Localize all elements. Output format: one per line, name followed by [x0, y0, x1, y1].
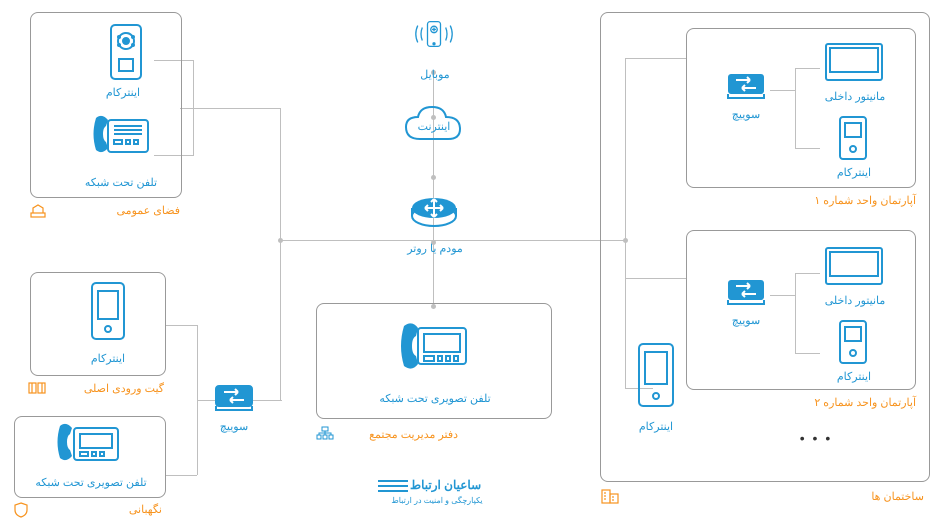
intercom-label-2: اینترکام	[80, 352, 136, 365]
router-icon	[408, 192, 460, 232]
intercom-label-apt1: اینترکام	[826, 166, 882, 179]
buildings-section-label: ساختمان ها	[624, 490, 924, 503]
monitor-label-apt1: مانیتور داخلی	[818, 90, 892, 103]
switch-label-apt2: سوییچ	[724, 314, 768, 327]
gate-section-label: گیت ورودی اصلی	[48, 382, 164, 395]
modem-label: مودم یا روتر	[395, 242, 475, 255]
guard-section-label: نگهبانی	[30, 503, 162, 516]
intercom-label-apt2: اینترکام	[826, 370, 882, 383]
office-section-label: دفتر مدیریت مجتمع	[338, 428, 458, 441]
buildings-section-icon	[600, 488, 620, 504]
intercom-icon-1	[102, 22, 150, 82]
logo-text2: یکپارچگی و امنیت در ارتباط	[382, 496, 492, 505]
monitor-icon-apt1	[822, 40, 886, 84]
public-section-icon	[30, 204, 46, 218]
org-icon	[316, 426, 334, 440]
ellipsis: • • •	[786, 430, 846, 446]
switch-icon-apt2	[726, 276, 766, 308]
mobile-label: موبایل	[400, 68, 470, 81]
intercom-icon-2	[84, 280, 132, 342]
phone-icon-1	[88, 112, 152, 162]
apt2-title: آپارتمان واحد شماره ۲	[766, 396, 916, 409]
switch-label-apt1: سوییچ	[724, 108, 768, 121]
logo-icon	[378, 478, 408, 496]
videophone-icon-2	[52, 422, 124, 470]
guard-section-icon	[14, 502, 28, 518]
monitor-icon-apt2	[822, 244, 886, 288]
videophone-label: تلفن تصویری تحت شبکه	[370, 392, 500, 405]
public-section-label: فضای عمومی	[50, 204, 180, 217]
intercom-label-1: اینترکام	[98, 86, 148, 99]
logo-text1: ساعیان ارتباط	[410, 478, 481, 492]
gate-section-icon	[28, 382, 46, 394]
intercom-label-ext: اینترکام	[630, 420, 682, 433]
switch-icon-left	[214, 382, 254, 414]
intercom-icon-apt2	[836, 318, 870, 366]
monitor-label-apt2: مانیتور داخلی	[818, 294, 892, 307]
intercom-icon-apt1	[836, 114, 870, 162]
internet-label: اینترنت	[414, 120, 454, 133]
videophone-icon	[394, 318, 472, 378]
switch-icon-apt1	[726, 70, 766, 102]
apt1-title: آپارتمان واحد شماره ۱	[766, 194, 916, 207]
switch-label-left: سوییچ	[212, 420, 256, 433]
phone-label-1: تلفن تحت شبکه	[76, 176, 166, 189]
intercom-icon-ext	[634, 340, 678, 410]
videophone-label-2: تلفن تصویری تحت شبکه	[26, 476, 156, 489]
mobile-icon	[408, 8, 460, 60]
